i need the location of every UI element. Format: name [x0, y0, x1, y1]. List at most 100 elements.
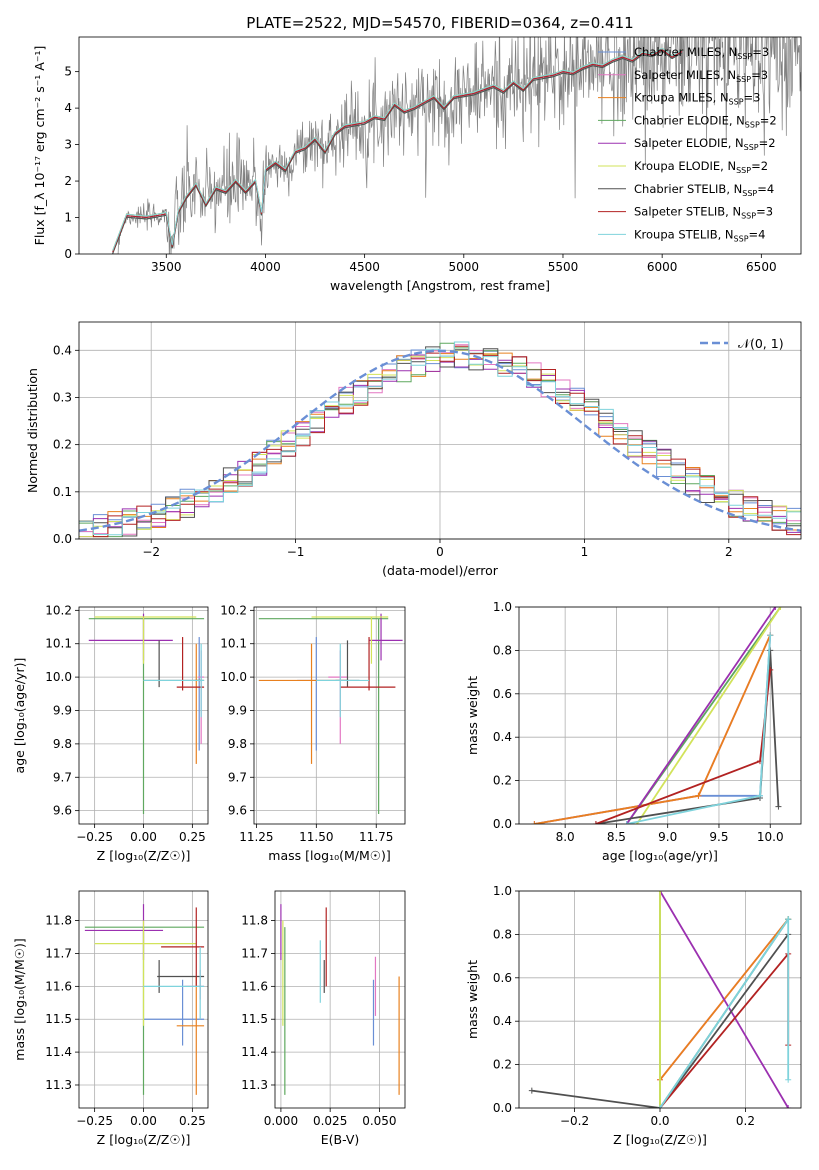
x-tick-label: −1	[287, 545, 305, 559]
y-tick-label: 0.3	[53, 390, 72, 404]
x-tick-label: 5000	[449, 260, 480, 274]
legend-entry: Chabrier ELODIE, NSSP=2	[634, 113, 777, 129]
y-tick-label: 0.2	[493, 774, 512, 788]
weight-marker-5	[777, 607, 784, 610]
x-tick-label: 11.75	[359, 830, 393, 844]
y-tick-label: 2	[64, 174, 72, 188]
y-tick-label: 10.2	[220, 603, 247, 617]
weight-marker-4	[772, 607, 779, 610]
y-tick-label: 0.6	[493, 971, 512, 985]
weight-marker-5	[657, 891, 663, 894]
panel-mass_vs_Z: −0.25 0.00 0.25 11.3 11.4 11.5 11.6 11.7 11.8 Z […	[12, 890, 209, 1147]
axes-frame	[518, 606, 802, 825]
y-tick-label: 9.6	[228, 804, 247, 818]
x-axis-label: age [log₁₀(age/yr)]	[602, 848, 718, 863]
y-tick-label: 11.5	[241, 1012, 268, 1026]
y-tick-label: 11.6	[45, 979, 72, 993]
y-axis-label: Flux [f_λ 10⁻¹⁷ erg cm⁻² s⁻¹ A⁻¹]	[32, 46, 47, 246]
y-tick-label: 11.3	[45, 1078, 72, 1092]
y-tick-label: 10.0	[45, 670, 72, 684]
y-tick-label: 9.9	[228, 703, 247, 717]
weight-line-8	[659, 916, 790, 1108]
x-tick-label: 9.0	[658, 830, 677, 844]
plot-area	[280, 904, 400, 1095]
x-tick-label: 8.5	[607, 830, 626, 844]
x-tick-label: 2	[725, 545, 733, 559]
y-tick-label: 9.7	[228, 770, 247, 784]
weight-line-6	[531, 933, 789, 1108]
x-tick-label: 0.050	[362, 1114, 396, 1128]
x-tick-label: −2	[142, 545, 160, 559]
panel-spectrum: 3500 4000 4500 5000 5500 6000 6500 0 1 2 3 4 5 wavele…	[32, 36, 802, 293]
y-axis-label: mass weight	[465, 960, 480, 1039]
plot-area	[528, 891, 792, 1108]
normal-reference-curve	[79, 349, 801, 532]
weight-line-5	[636, 607, 782, 824]
y-tick-label: 9.9	[53, 703, 72, 717]
x-tick-label: 0.25	[179, 1114, 206, 1128]
x-tick-label: 6500	[746, 260, 777, 274]
panel-age_vs_Z: −0.25 0.00 0.25 9.6 9.7 9.8 9.9 10.0 10.1 10.2 Z […	[12, 603, 209, 863]
x-tick-label: 0.0	[650, 1114, 669, 1128]
plot-area	[258, 613, 403, 814]
model-line-7	[112, 49, 683, 253]
plot-area	[79, 341, 801, 538]
y-tick-label: 11.7	[241, 946, 268, 960]
y-tick-label: 0.4	[53, 343, 72, 357]
x-axis-label: (data-model)/error	[382, 563, 499, 578]
y-tick-label: 9.8	[228, 737, 247, 751]
panel-residuals: −2 −1 0 1 2 0.0 0.1 0.2 0.3 0.4 (data-model)/error…	[25, 321, 802, 578]
y-tick-label: 3	[64, 138, 72, 152]
x-tick-label: 5500	[548, 260, 579, 274]
y-tick-label: 11.4	[45, 1045, 72, 1059]
x-tick-label: 0.025	[313, 1114, 347, 1128]
weight-marker-8	[756, 792, 763, 799]
x-tick-label: 11.50	[299, 830, 333, 844]
y-tick-label: 0.0	[493, 817, 512, 831]
y-tick-label: 11.7	[45, 946, 72, 960]
axes-frame	[78, 36, 802, 255]
y-axis-label: mass weight	[465, 676, 480, 755]
weight-marker-8	[785, 1076, 792, 1083]
y-tick-label: 11.8	[45, 914, 72, 928]
y-tick-label: 1.0	[493, 884, 512, 898]
y-tick-label: 0.8	[493, 643, 512, 657]
x-tick-label: 0.00	[130, 1114, 157, 1128]
x-tick-label: 9.5	[709, 830, 728, 844]
weight-marker-8	[657, 1105, 663, 1108]
x-tick-label: 0	[436, 545, 444, 559]
x-tick-label: 0.25	[179, 830, 206, 844]
y-tick-label: 0	[64, 247, 72, 261]
axes-frame	[274, 890, 406, 1109]
y-tick-label: 0.0	[493, 1101, 512, 1115]
x-axis-label: Z [log₁₀(Z/Z☉)]	[97, 848, 191, 863]
y-tick-label: 1	[64, 211, 72, 225]
y-tick-label: 0.4	[493, 1014, 512, 1028]
weight-marker-8	[767, 632, 774, 639]
weight-line-4	[625, 607, 777, 824]
panel-mass_vs_ebv: 0.000 0.025 0.050 11.3 11.4 11.5 11.6 11.7 11.8 E…	[241, 890, 406, 1147]
y-tick-label: 9.6	[53, 804, 72, 818]
y-tick-label: 0.2	[493, 1058, 512, 1072]
y-tick-label: 10.2	[45, 603, 72, 617]
plot-area	[84, 904, 205, 1095]
x-axis-label: Z [log₁₀(Z/Z☉)]	[613, 1132, 707, 1147]
y-tick-label: 11.3	[241, 1078, 268, 1092]
x-axis-label: Z [log₁₀(Z/Z☉)]	[97, 1132, 191, 1147]
plot-area	[88, 613, 205, 814]
x-tick-label: 1	[581, 545, 589, 559]
x-tick-label: 10.0	[757, 830, 784, 844]
x-tick-label: 0.2	[736, 1114, 755, 1128]
panel-age_vs_mass: 11.25 11.50 11.75 9.6 9.7 9.8 9.9 10.0 10.1 10.2 m…	[220, 603, 406, 863]
weight-marker-7	[592, 821, 599, 824]
weight-line-4	[659, 891, 789, 1108]
weight-marker-2	[695, 792, 702, 799]
x-axis-label: mass [log₁₀(M/M☉)]	[268, 848, 390, 863]
weight-marker-2	[531, 821, 538, 824]
y-tick-label: 0.2	[53, 438, 72, 452]
x-axis-label: wavelength [Angstrom, rest frame]	[330, 278, 550, 293]
y-tick-label: 4	[64, 101, 72, 115]
x-tick-label: 0.000	[264, 1114, 298, 1128]
x-tick-label: 0.00	[130, 830, 157, 844]
legend-entry: Salpeter MILES, NSSP=3	[634, 68, 768, 84]
